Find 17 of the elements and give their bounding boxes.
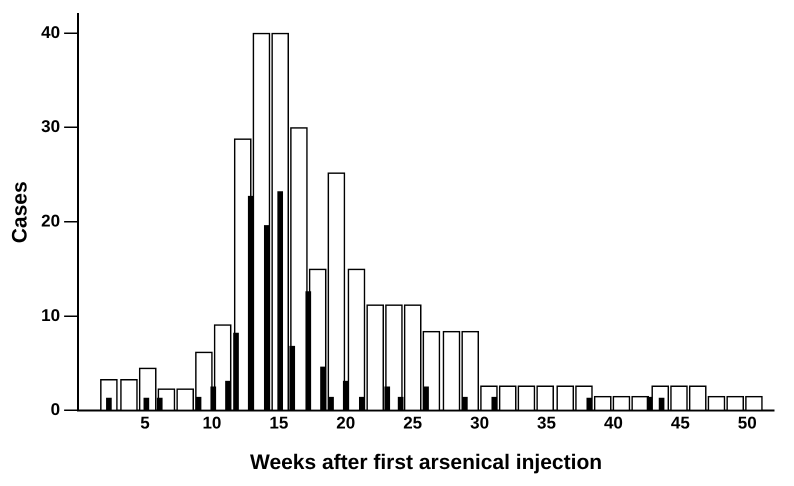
x-tick-label: 40 xyxy=(604,413,623,432)
y-tick-label: 10 xyxy=(41,306,60,325)
x-tick-label: 5 xyxy=(140,413,150,432)
y-tick-label: 20 xyxy=(41,211,60,230)
x-tick-label: 10 xyxy=(202,413,222,432)
x-tick-label: 35 xyxy=(537,413,556,432)
x-tick-label: 25 xyxy=(403,413,422,432)
x-tick-label: 20 xyxy=(336,413,356,432)
y-tick-label: 30 xyxy=(41,117,60,136)
x-tick-label: 45 xyxy=(670,413,690,432)
y-axis-title: Cases xyxy=(8,181,32,244)
x-tick-label: 30 xyxy=(470,413,490,432)
y-tick-label: 40 xyxy=(41,22,60,42)
x-tick-label: 50 xyxy=(738,413,757,432)
x-tick-label: 15 xyxy=(269,413,288,432)
y-tick-label: 0 xyxy=(50,400,60,420)
x-axis-title: Weeks after first arsenical injection xyxy=(250,451,602,474)
